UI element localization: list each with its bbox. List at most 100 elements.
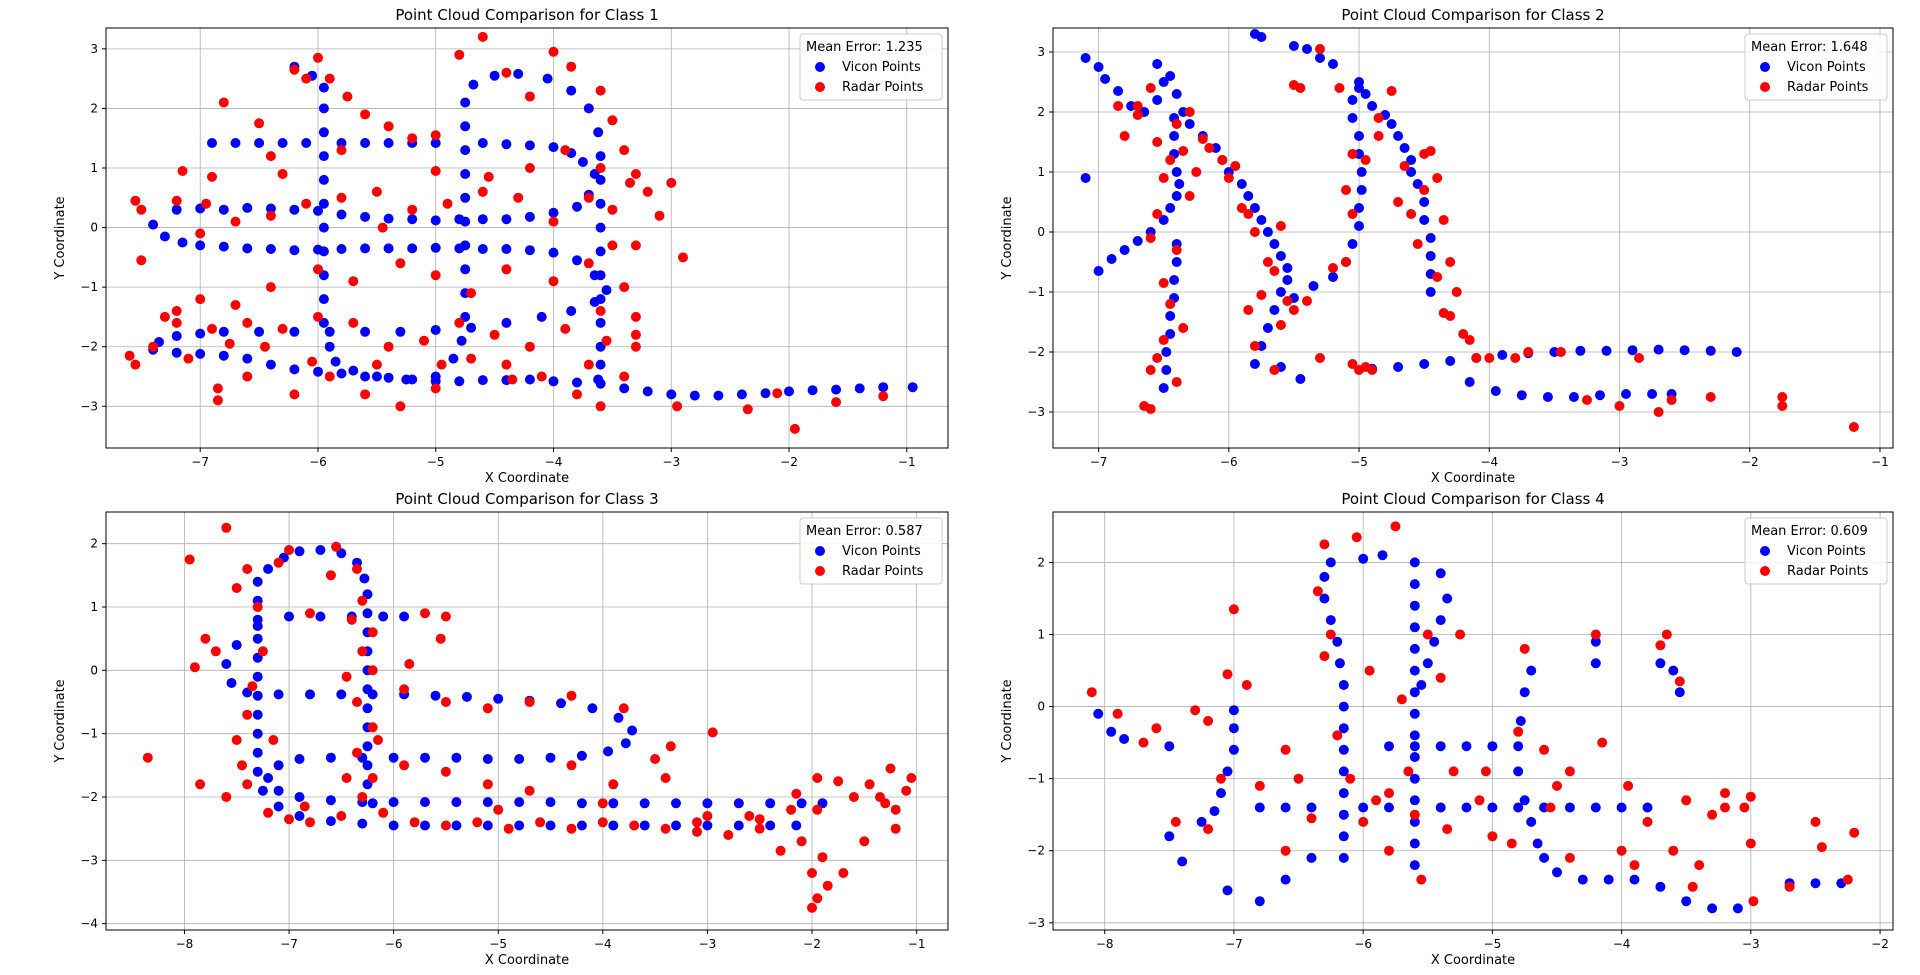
radar-point	[501, 67, 512, 78]
x-tick-label: −8	[176, 937, 194, 951]
vicon-point	[1442, 593, 1453, 604]
y-tick-label: 1	[1037, 628, 1045, 642]
radar-point	[875, 792, 885, 802]
chart-3: −8 −7 −6 −5 −4 −3 −2 −1 −4 −3 −2 −1 0 1 2 Point Cloud C…	[53, 490, 949, 968]
radar-point	[1334, 83, 1345, 93]
vicon-point	[1409, 795, 1420, 806]
vicon-point	[460, 97, 471, 108]
radar-point	[1306, 813, 1317, 824]
vicon-point	[388, 797, 399, 808]
vicon-point	[1425, 287, 1436, 297]
radar-point	[273, 557, 284, 568]
radar-point	[548, 276, 559, 287]
vicon-point	[1093, 708, 1104, 719]
radar-point	[1249, 341, 1260, 351]
radar-point	[148, 341, 159, 352]
radar-point	[231, 735, 242, 745]
vicon-legend-label: Vicon Points	[1787, 60, 1866, 75]
vicon-point	[318, 222, 329, 233]
radar-point	[1165, 155, 1176, 165]
radar-point	[1275, 320, 1286, 330]
vicon-point	[388, 752, 399, 763]
vicon-point	[1601, 345, 1612, 356]
radar-point	[1275, 221, 1286, 231]
radar-point	[885, 763, 896, 774]
vicon-point	[1306, 802, 1317, 813]
radar-legend-marker	[1760, 82, 1770, 92]
vicon-point	[1732, 903, 1743, 914]
radar-point	[1480, 766, 1491, 777]
vicon-point	[460, 192, 471, 203]
radar-point	[357, 792, 368, 802]
vicon-point	[1412, 179, 1423, 189]
radar-point	[218, 97, 229, 108]
radar-point	[524, 91, 535, 102]
radar-point	[430, 383, 441, 394]
vicon-point	[1575, 345, 1586, 356]
radar-point	[1243, 305, 1254, 315]
radar-point	[1848, 422, 1859, 432]
radar-point	[1170, 816, 1181, 827]
radar-point	[1203, 824, 1214, 835]
vicon-point	[1164, 741, 1175, 752]
radar-point	[1458, 329, 1469, 339]
radar-point	[1158, 278, 1169, 288]
vicon-legend-label: Vicon Points	[1787, 544, 1866, 559]
vicon-point	[1269, 305, 1280, 315]
y-tick-label: 2	[90, 537, 98, 551]
vicon-point	[1338, 788, 1349, 799]
vicon-point	[1334, 658, 1345, 669]
radar-point	[1616, 845, 1627, 856]
vicon-point	[595, 222, 606, 233]
vicon-point	[254, 326, 265, 337]
radar-point	[420, 608, 430, 619]
mean-error-label: Mean Error: 0.587	[806, 524, 923, 539]
radar-point	[331, 541, 342, 552]
radar-point	[607, 115, 618, 126]
radar-point	[195, 228, 206, 239]
radar-point	[1748, 896, 1759, 907]
radar-point	[1222, 669, 1233, 680]
radar-point	[419, 335, 429, 346]
vicon-point	[362, 760, 373, 771]
radar-series	[1113, 44, 1859, 432]
vicon-point	[336, 244, 347, 254]
vicon-point	[1262, 323, 1273, 333]
radar-point	[159, 311, 170, 322]
radar-point	[595, 306, 606, 316]
vicon-point	[1338, 723, 1349, 734]
vicon-point	[289, 326, 300, 337]
vicon-point	[1564, 802, 1575, 813]
radar-point	[1464, 335, 1475, 345]
vicon-point	[1705, 345, 1716, 356]
axes-frame	[105, 511, 949, 931]
radar-point	[493, 804, 504, 815]
vicon-point	[430, 325, 441, 335]
vicon-point	[1435, 802, 1446, 813]
radar-point	[1590, 629, 1601, 640]
vicon-point	[324, 341, 335, 352]
vicon-point	[1347, 95, 1358, 105]
vicon-point	[702, 798, 713, 809]
vicon-point	[1093, 62, 1104, 72]
vicon-point	[501, 139, 512, 150]
radar-point	[1425, 146, 1436, 156]
x-tick-label: −7	[1090, 455, 1108, 469]
radar-point	[1745, 838, 1756, 849]
radar-legend-label: Radar Points	[1787, 564, 1869, 579]
radar-point	[454, 49, 465, 60]
radar-point	[619, 371, 630, 382]
radar-point	[1720, 802, 1730, 813]
vicon-point	[1399, 143, 1410, 153]
radar-point	[1223, 173, 1234, 183]
radar-point	[1191, 167, 1202, 177]
vicon-point	[601, 285, 612, 296]
vicon-point	[362, 608, 373, 619]
vicon-point	[265, 359, 276, 370]
radar-point	[812, 773, 823, 783]
vicon-point	[1377, 550, 1388, 561]
vicon-point	[451, 752, 462, 763]
radar-point	[1597, 737, 1608, 748]
vicon-series	[1080, 29, 1742, 402]
vicon-point	[501, 244, 512, 254]
